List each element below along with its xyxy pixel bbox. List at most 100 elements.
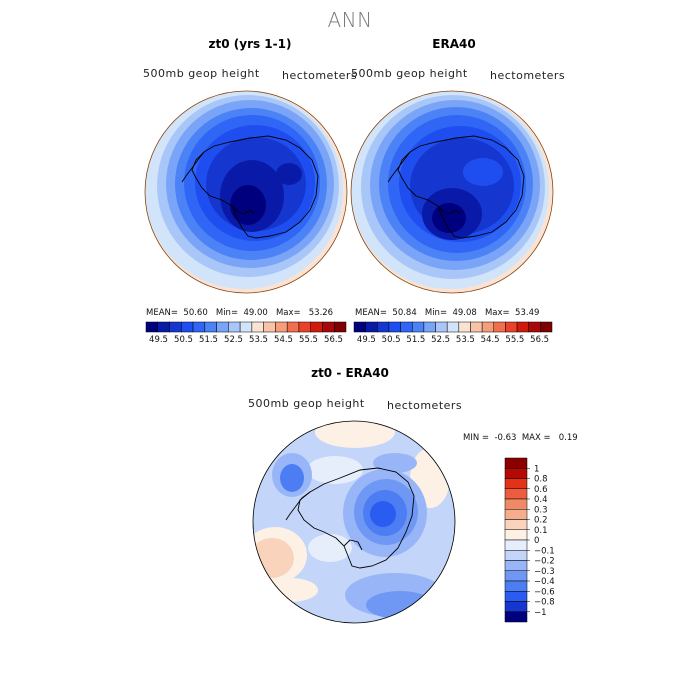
diff-colorbar-tick-label: 0.6 xyxy=(534,485,548,495)
diff-colorbar-tick-label: −0.2 xyxy=(534,557,555,567)
diff-weak-negative-top xyxy=(307,456,363,484)
right-colorbar-tick-label: 56.5 xyxy=(530,335,549,345)
left-max-value: 53.26 xyxy=(308,308,334,318)
left-contour-field xyxy=(145,91,347,293)
left-min-label: Min= xyxy=(215,308,239,318)
left-max-label: Max= xyxy=(275,308,301,318)
diff-colorbar-swatch xyxy=(504,488,528,500)
right-map-boundary xyxy=(350,90,554,294)
left-variable-label: 500mb geop height xyxy=(143,67,260,80)
diff-colorbar-swatch xyxy=(504,591,528,602)
diff-colorbar-swatch xyxy=(504,509,528,520)
right-band-6b xyxy=(463,158,503,186)
right-iceshelf-outline xyxy=(437,205,461,215)
right-mean-value: 50.84 xyxy=(392,308,417,318)
diff-continent-outline xyxy=(297,467,415,569)
left-colorbar-swatch xyxy=(263,321,276,333)
diff-colorbar-swatch xyxy=(504,550,528,561)
right-colorbar-swatch xyxy=(423,321,436,333)
diff-units-label: hectometers xyxy=(387,399,463,412)
diff-colorbar-tick-label: 1 xyxy=(534,464,539,474)
left-map-boundary xyxy=(144,90,348,294)
diff-colorbar-tick-label: 0.2 xyxy=(534,516,548,526)
colorbars: 49.5 50.5 51.5 52.5 53.5 54.5 55.5 56.5 49.5 50.… xyxy=(145,321,555,623)
right-contour-field xyxy=(351,91,553,293)
right-colorbar-swatch xyxy=(435,321,448,333)
left-continent-outline xyxy=(191,135,319,239)
left-colorbar-tick-label: 54.5 xyxy=(274,335,293,345)
right-min-label: Min= xyxy=(424,308,448,318)
diff-colorbar-swatch xyxy=(504,570,528,582)
right-colorbar-swatch xyxy=(377,321,390,333)
left-colorbar-swatch xyxy=(216,321,229,333)
diff-positive-left xyxy=(253,538,294,578)
right-colorbar-tick-label: 53.5 xyxy=(456,335,475,345)
right-mean-label: MEAN= xyxy=(355,308,387,318)
left-units-label: hectometers xyxy=(282,69,358,82)
diff-positive-lower-left xyxy=(262,578,318,602)
left-polar-map xyxy=(144,90,348,294)
diff-colorbar-tick-label: −0.4 xyxy=(534,577,555,587)
left-colorbar-swatch xyxy=(157,321,170,333)
left-colorbar-swatch xyxy=(169,321,182,333)
diff-negative-north xyxy=(373,453,417,473)
right-colorbar-swatch xyxy=(446,321,460,333)
left-colorbar-tick-label: 53.5 xyxy=(249,335,268,345)
diff-colorbar-tick-label: −0.6 xyxy=(534,587,555,597)
right-colorbar-swatch xyxy=(505,321,518,333)
left-colorbar-tick-label: 50.5 xyxy=(174,335,193,345)
diff-colorbar-swatch xyxy=(504,478,528,489)
right-colorbar-swatch xyxy=(470,321,483,333)
right-colorbar-swatch xyxy=(353,321,366,333)
diff-colorbar-swatch xyxy=(504,539,528,551)
right-min-value: 49.08 xyxy=(452,308,477,318)
right-continent-outline xyxy=(397,135,525,239)
left-colorbar-tick-label: 52.5 xyxy=(224,335,243,345)
left-colorbar-swatch xyxy=(181,321,194,333)
right-colorbar-swatch xyxy=(411,321,425,333)
right-colorbar-tick-label: 51.5 xyxy=(406,335,425,345)
diff-min-label: MIN = xyxy=(463,433,490,443)
left-colorbar: 49.5 50.5 51.5 52.5 53.5 54.5 55.5 56.5 xyxy=(145,321,347,345)
left-colorbar-swatch xyxy=(298,321,311,333)
right-colorbar-swatch xyxy=(400,321,413,333)
right-colorbar-swatch xyxy=(365,321,378,333)
left-colorbar-swatch xyxy=(251,321,264,333)
left-colorbar-swatch xyxy=(145,321,159,333)
diff-iceshelf-outline xyxy=(343,539,363,551)
diff-colorbar-swatch xyxy=(504,468,528,479)
diff-colorbar-swatch xyxy=(504,560,528,571)
diff-peninsula-outline xyxy=(285,491,311,521)
figure-title: ANN xyxy=(327,8,373,32)
diff-polar-map xyxy=(252,420,456,624)
diff-weak-negative-center xyxy=(308,534,352,562)
left-min-value: 49.00 xyxy=(243,308,268,318)
diff-colorbar-tick-label: −0.8 xyxy=(534,598,555,608)
right-polar-map xyxy=(350,90,554,294)
right-colorbar-swatch xyxy=(540,321,553,333)
right-stats: MEAN= 50.84 Min= 49.08 Max= 53.49 xyxy=(355,308,539,318)
left-mean-value: 50.60 xyxy=(183,308,208,318)
diff-coastline xyxy=(285,467,415,569)
left-colorbar-swatch xyxy=(192,321,206,333)
right-colorbar-tick-label: 52.5 xyxy=(431,335,450,345)
diff-colorbar-tick-label: 0.4 xyxy=(534,495,548,505)
left-iceshelf-outline xyxy=(231,205,255,215)
diff-contour-field xyxy=(253,421,455,623)
right-colorbar-tick-label: 55.5 xyxy=(505,335,524,345)
right-max-value: 53.49 xyxy=(515,308,540,318)
diff-colorbar-tick-label: −0.1 xyxy=(534,546,555,556)
diff-colorbar-tick-label: −1 xyxy=(534,608,547,618)
right-variable-label: 500mb geop height xyxy=(351,67,468,80)
right-colorbar-tick-label: 54.5 xyxy=(481,335,500,345)
right-colorbar-swatch xyxy=(481,321,495,333)
diff-colorbar-tick-label: −0.3 xyxy=(534,567,555,577)
diff-colorbar-tick-label: 0.3 xyxy=(534,505,548,515)
right-colorbar-tick-label: 49.5 xyxy=(357,335,376,345)
right-coastline xyxy=(387,135,525,239)
diff-negative-west-core xyxy=(280,464,304,492)
diff-colorbar-swatch xyxy=(504,457,528,469)
diff-positive-top xyxy=(315,421,395,448)
right-max-label: Max= xyxy=(484,308,510,318)
